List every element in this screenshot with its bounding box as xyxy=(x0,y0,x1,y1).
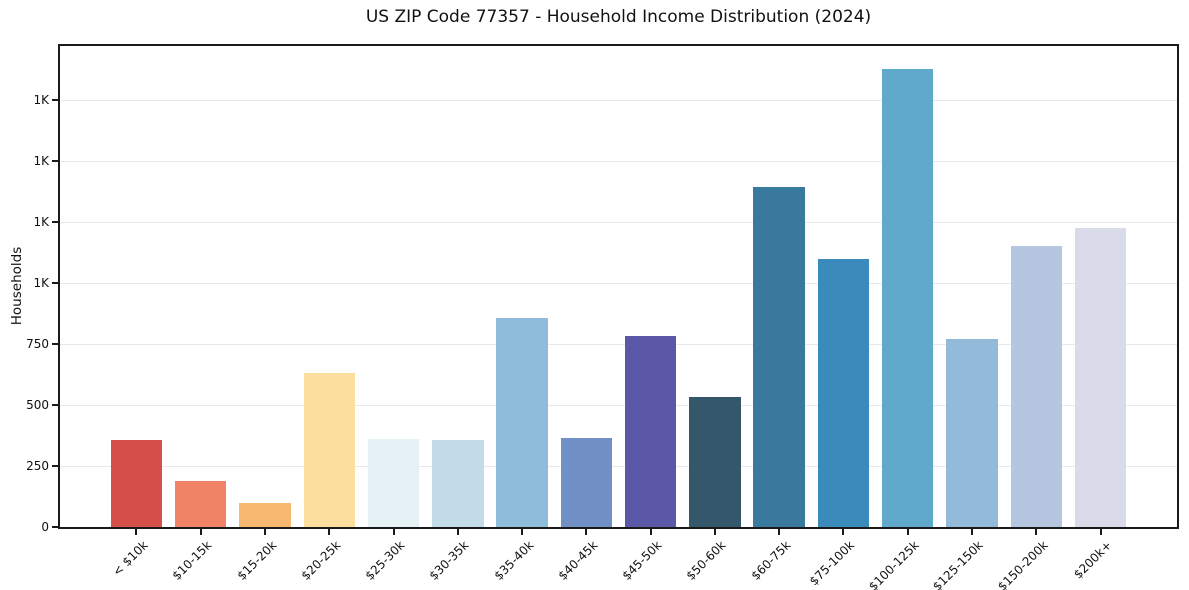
y-tick-label: 1K xyxy=(33,276,49,291)
x-tick-mark xyxy=(585,529,588,535)
x-tick-label: $75-100k xyxy=(807,538,858,589)
gridline-250-1 xyxy=(60,465,1177,467)
bar-15-20k xyxy=(239,503,291,527)
x-tick-label: $150-200k xyxy=(994,538,1051,590)
gridline-500-2 xyxy=(60,404,1177,406)
x-tick-label: $200k+ xyxy=(1070,538,1115,582)
x-tick-label: $30-35k xyxy=(426,538,472,583)
y-tick-label: 0 xyxy=(41,520,49,534)
y-tick-label: 1K xyxy=(33,93,49,108)
x-tick-label: $20-25k xyxy=(298,538,344,583)
bar-25-30k xyxy=(367,439,420,527)
bar-100-125k xyxy=(882,69,934,527)
y-tick-mark xyxy=(52,343,58,346)
bar-30-35k xyxy=(432,439,484,527)
gridline-1K-5 xyxy=(60,221,1177,223)
y-tick-label: 1K xyxy=(33,154,49,169)
x-tick-label: $40-45k xyxy=(555,538,601,583)
x-tick-mark xyxy=(713,529,716,535)
x-tick-label: $15-20k xyxy=(234,538,279,583)
x-tick-mark xyxy=(1035,529,1038,535)
y-tick-mark xyxy=(52,221,58,224)
x-tick-label: $100-125k xyxy=(865,538,922,590)
y-tick-mark xyxy=(52,282,58,285)
y-tick-label: 500 xyxy=(26,398,49,413)
bar-50-60k xyxy=(689,396,741,527)
x-tick-mark xyxy=(970,529,973,535)
x-tick-label: $125-150k xyxy=(930,538,986,590)
bar-45-50k xyxy=(624,336,677,527)
x-tick-mark xyxy=(135,529,138,535)
x-tick-mark xyxy=(199,529,202,535)
y-tick-label: 750 xyxy=(26,337,49,352)
bar-35-40k xyxy=(496,317,548,527)
x-tick-mark xyxy=(649,529,652,535)
bar-20-25k xyxy=(303,372,355,527)
x-tick-label: < $10k xyxy=(109,538,151,579)
y-tick-mark xyxy=(52,404,58,407)
y-tick-mark xyxy=(52,160,58,163)
plot-area xyxy=(58,44,1179,529)
bar-60-75k xyxy=(753,187,805,527)
x-tick-mark xyxy=(264,529,267,535)
bar-125-150k xyxy=(946,339,998,527)
bar-200k xyxy=(1074,228,1127,527)
gridline-1K-6 xyxy=(60,160,1177,162)
x-tick-label: $10-15k xyxy=(169,538,215,583)
bar-40-45k xyxy=(560,437,613,527)
x-tick-mark xyxy=(906,529,909,535)
gridline-1K-4 xyxy=(60,282,1177,284)
x-tick-label: $50-60k xyxy=(683,538,729,583)
x-tick-mark xyxy=(392,529,395,535)
y-tick-mark xyxy=(52,526,58,528)
x-tick-label: $45-50k xyxy=(619,538,665,583)
y-tick-label: 250 xyxy=(26,459,49,474)
gridline-750-3 xyxy=(60,343,1177,345)
x-tick-mark xyxy=(1099,529,1102,535)
bar-10-15k xyxy=(175,480,227,527)
bar-10k xyxy=(110,439,163,527)
chart-title: US ZIP Code 77357 - Household Income Dis… xyxy=(365,7,872,27)
bar-75-100k xyxy=(817,258,870,527)
x-tick-mark xyxy=(456,529,459,535)
x-tick-mark xyxy=(328,529,331,535)
x-tick-mark xyxy=(842,529,845,535)
y-tick-mark xyxy=(52,465,58,468)
gridline-1K-7 xyxy=(60,99,1177,101)
x-tick-label: $25-30k xyxy=(362,538,408,583)
y-tick-mark xyxy=(52,99,58,102)
x-tick-mark xyxy=(521,529,524,535)
x-tick-mark xyxy=(778,529,781,535)
y-tick-label: 1K xyxy=(33,215,49,230)
x-tick-label: $60-75k xyxy=(748,538,794,583)
x-tick-label: $35-40k xyxy=(491,538,537,583)
bar-150-200k xyxy=(1010,245,1062,527)
